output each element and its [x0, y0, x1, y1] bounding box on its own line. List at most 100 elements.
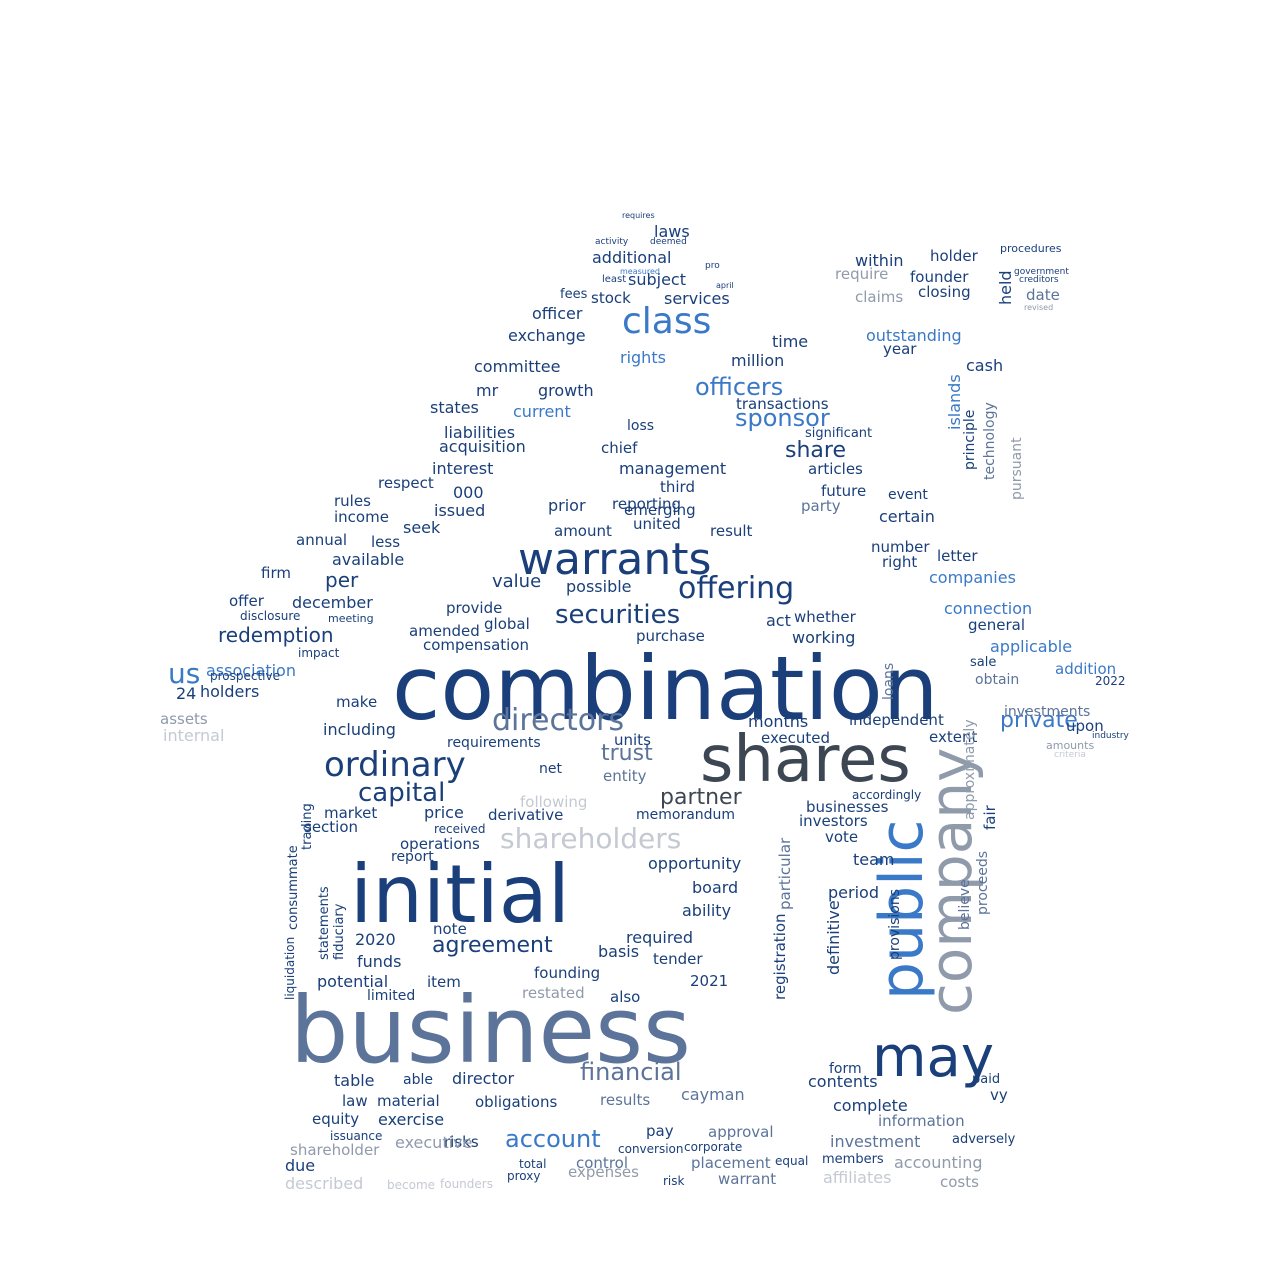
- cloud-word-class: class: [622, 301, 712, 342]
- cloud-word-million: million: [731, 351, 785, 370]
- cloud-word-agreement: agreement: [432, 933, 553, 958]
- cloud-word-000: 000: [453, 483, 484, 502]
- cloud-word-prospective: prospective: [210, 669, 281, 683]
- cloud-word-fiduciary: fiduciary: [332, 903, 347, 960]
- cloud-word-services: services: [664, 289, 730, 308]
- cloud-word-funds: funds: [357, 952, 402, 971]
- cloud-word-24: 24: [176, 684, 197, 703]
- cloud-word-opportunity: opportunity: [648, 854, 742, 873]
- cloud-word-tender: tender: [653, 950, 703, 968]
- cloud-word-per: per: [325, 568, 359, 592]
- cloud-word-particular: particular: [776, 837, 794, 910]
- cloud-word-whether: whether: [794, 608, 856, 626]
- cloud-word-held: held: [996, 270, 1015, 305]
- cloud-word-internal: internal: [163, 726, 225, 745]
- cloud-word-ordinary: ordinary: [324, 745, 466, 785]
- cloud-word-deemed: deemed: [650, 237, 687, 247]
- cloud-word-required: required: [626, 928, 694, 947]
- cloud-word-within: within: [855, 251, 904, 270]
- cloud-word-issuance: issuance: [330, 1129, 383, 1143]
- cloud-word-states: states: [430, 398, 479, 417]
- cloud-word-obtain: obtain: [975, 672, 1020, 688]
- cloud-word-approval: approval: [708, 1123, 774, 1141]
- cloud-word-compensation: compensation: [423, 636, 530, 654]
- cloud-word-firm: firm: [261, 564, 291, 582]
- cloud-word-general: general: [968, 616, 1026, 634]
- cloud-word-companies: companies: [929, 568, 1016, 587]
- cloud-word-net: net: [539, 761, 562, 777]
- cloud-word-technology: technology: [982, 402, 998, 480]
- cloud-word-investment: investment: [830, 1132, 921, 1151]
- cloud-word-basis: basis: [598, 942, 640, 961]
- cloud-word-interest: interest: [432, 459, 494, 478]
- cloud-word-executed: executed: [761, 729, 830, 747]
- cloud-word-fair: fair: [981, 805, 999, 830]
- cloud-word-annual: annual: [296, 531, 348, 549]
- cloud-word-report: report: [391, 849, 434, 865]
- cloud-word-pro: pro: [705, 261, 720, 271]
- cloud-word-extent: extent: [929, 728, 978, 746]
- cloud-word-warrants: warrants: [518, 534, 712, 585]
- cloud-word-reporting: reporting: [612, 495, 682, 513]
- cloud-word-articles: articles: [808, 460, 863, 478]
- cloud-word-creditors: creditors: [1019, 275, 1059, 285]
- cloud-word-criteria: criteria: [1054, 750, 1086, 760]
- cloud-word-investments: investments: [1004, 704, 1091, 720]
- cloud-word-holders: holders: [200, 682, 260, 701]
- cloud-word-equal: equal: [775, 1154, 809, 1168]
- cloud-word-less: less: [371, 533, 401, 551]
- cloud-word-require: require: [835, 265, 889, 283]
- cloud-word-law: law: [342, 1092, 368, 1110]
- cloud-word-control: control: [576, 1154, 628, 1172]
- cloud-word-association: association: [206, 661, 296, 680]
- cloud-word-available: available: [332, 550, 405, 569]
- cloud-word-ability: ability: [682, 901, 732, 920]
- cloud-word-disclosure: disclosure: [240, 609, 301, 623]
- cloud-word-party: party: [801, 497, 841, 515]
- cloud-word-number: number: [871, 538, 930, 556]
- cloud-word-requires: requires: [622, 211, 655, 220]
- cloud-word-including: including: [323, 720, 396, 739]
- cloud-word-team: team: [853, 850, 895, 869]
- cloud-word-units: units: [614, 731, 651, 749]
- cloud-word-upon: upon: [1066, 717, 1104, 735]
- cloud-word-form: form: [829, 1061, 862, 1077]
- cloud-word-statements: statements: [317, 886, 332, 960]
- cloud-word-private: private: [1000, 708, 1078, 733]
- cloud-word-april: april: [716, 281, 734, 290]
- cloud-word-2020: 2020: [355, 930, 396, 949]
- cloud-word-purchase: purchase: [636, 627, 705, 645]
- cloud-word-section: section: [304, 818, 359, 836]
- cloud-word-also: also: [610, 988, 641, 1006]
- cloud-word-market: market: [324, 804, 378, 822]
- cloud-word-warrant: warrant: [718, 1170, 777, 1188]
- cloud-word-2021: 2021: [690, 972, 729, 990]
- cloud-word-growth: growth: [538, 381, 594, 400]
- cloud-word-officers: officers: [695, 373, 784, 401]
- cloud-word-proceeds: proceeds: [975, 850, 991, 915]
- cloud-word-claims: claims: [855, 288, 904, 306]
- cloud-word-issued: issued: [434, 501, 486, 520]
- cloud-word-procedures: procedures: [1000, 242, 1062, 255]
- cloud-word-2022: 2022: [1095, 674, 1126, 688]
- cloud-word-directors: directors: [492, 703, 625, 738]
- cloud-word-combination: combination: [392, 637, 939, 740]
- cloud-word-year: year: [883, 340, 917, 358]
- cloud-word-rights: rights: [620, 348, 666, 367]
- cloud-word-material: material: [377, 1092, 440, 1110]
- cloud-word-loans: loans: [881, 662, 897, 700]
- cloud-word-shares: shares: [700, 723, 911, 797]
- cloud-word-investors: investors: [799, 812, 868, 830]
- cloud-word-rules: rules: [334, 492, 371, 510]
- cloud-word-described: described: [285, 1174, 364, 1193]
- cloud-word-letter: letter: [937, 547, 978, 565]
- cloud-word-current: current: [513, 402, 571, 421]
- cloud-word-proxy: proxy: [507, 1169, 541, 1183]
- cloud-word-businesses: businesses: [806, 798, 889, 816]
- cloud-word-meeting: meeting: [328, 612, 374, 625]
- cloud-word-sponsor: sponsor: [735, 404, 830, 432]
- cloud-word-activity: activity: [595, 237, 629, 247]
- cloud-word-outstanding: outstanding: [866, 326, 962, 345]
- cloud-word-exercise: exercise: [378, 1110, 445, 1129]
- cloud-word-officer: officer: [532, 304, 583, 323]
